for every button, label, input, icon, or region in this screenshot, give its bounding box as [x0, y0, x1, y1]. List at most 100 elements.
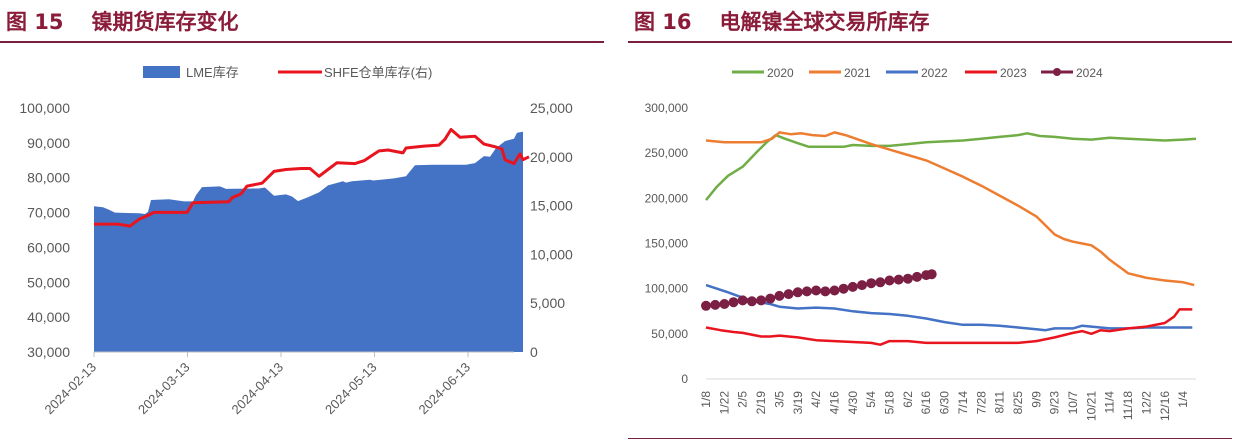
right-y-tick-label: 25,000	[530, 100, 573, 116]
legend-label-2021: 2021	[844, 66, 871, 80]
right-title-rule	[628, 41, 1232, 43]
x-tick-label: 11/18	[1121, 391, 1135, 420]
series-marker-2024	[820, 286, 831, 297]
x-tick-label: 3/19	[791, 391, 805, 415]
series-marker-2024	[728, 297, 739, 308]
legend-label-2022: 2022	[921, 66, 948, 80]
right-panel-title: 图 16 电解镍全球交易所库存	[634, 4, 930, 40]
x-tick-label: 2/19	[754, 391, 768, 415]
legend-label-shfe: SHFE仓单库存(右)	[324, 65, 432, 80]
left-x-tick-label: 2024-02-13	[41, 360, 99, 418]
series-marker-2024	[765, 293, 776, 304]
x-tick-label: 5/18	[883, 391, 897, 415]
series-marker-2024	[866, 278, 877, 289]
x-tick-label: 1/4	[1176, 391, 1190, 408]
left-figure-number: 图 15	[6, 10, 64, 34]
x-tick-label: 2/5	[736, 391, 750, 408]
series-marker-2024	[926, 269, 937, 280]
lme-inventory-area	[94, 131, 523, 352]
right-figure-number: 图 16	[634, 10, 692, 34]
y-tick-label: 300,000	[645, 101, 689, 115]
global-exchange-nickel-inventory-chart: 0 50,000 100,000 150,000 200,000 250,000 300,0…	[645, 66, 1197, 421]
series-marker-2024	[893, 274, 904, 285]
x-tick-label: 9/9	[1029, 391, 1043, 408]
left-y-tick-label: 50,000	[27, 274, 70, 290]
left-y-tick-label: 70,000	[27, 205, 70, 221]
x-tick-label: 10/21	[1084, 391, 1098, 421]
x-tick-label: 9/23	[1048, 391, 1062, 415]
left-x-tick-label: 2024-05-13	[322, 360, 380, 418]
x-tick-label: 1/8	[699, 391, 713, 408]
right-y-tick-label: 20,000	[530, 149, 573, 165]
x-tick-label: 6/30	[938, 391, 952, 415]
x-tick-label: 7/28	[974, 391, 988, 415]
right-y-tick-label: 10,000	[530, 246, 573, 262]
series-marker-2024	[811, 285, 822, 296]
legend-label-2023: 2023	[1000, 66, 1027, 80]
y-tick-label: 250,000	[645, 146, 689, 160]
left-x-tick-label: 2024-03-13	[135, 360, 193, 418]
x-tick-label: 12/2	[1139, 391, 1153, 415]
series-marker-2024	[847, 281, 858, 292]
x-tick-label: 1/22	[717, 391, 731, 415]
x-tick-label: 6/2	[901, 391, 915, 408]
y-tick-label: 50,000	[651, 327, 688, 341]
series-marker-2024	[912, 271, 922, 282]
series-line-2020	[705, 132, 1197, 201]
series-marker-2024	[829, 285, 840, 296]
left-title-text: 镍期货库存变化	[91, 10, 239, 34]
series-marker-2024	[902, 273, 913, 284]
x-tick-label: 4/2	[809, 391, 823, 408]
x-tick-label: 3/5	[772, 391, 786, 408]
series-marker-2024	[857, 280, 867, 291]
right-bottom-rule	[628, 438, 1232, 439]
left-panel-title: 图 15 镍期货库存变化	[6, 4, 239, 40]
series-marker-2024	[756, 295, 767, 306]
legend-swatch-lme	[143, 66, 180, 78]
series-marker-2024	[719, 299, 730, 309]
left-y-tick-label: 90,000	[27, 135, 70, 151]
x-tick-label: 8/11	[993, 391, 1007, 414]
series-marker-2024	[783, 289, 794, 300]
shfe-warrant-inventory-line	[94, 128, 530, 228]
x-tick-label: 11/4	[1103, 391, 1117, 414]
series-marker-2024	[710, 299, 721, 310]
y-tick-label: 100,000	[645, 282, 689, 296]
legend-label-lme: LME库存	[186, 65, 239, 80]
x-tick-label: 7/14	[956, 391, 970, 415]
series-line-2021	[705, 131, 1195, 287]
y-tick-label: 150,000	[645, 237, 689, 251]
nickel-futures-inventory-chart: 2024-02-13 2024-03-13 2024-04-13 2024-05-13…	[19, 65, 573, 418]
left-x-tick-label: 2024-04-13	[228, 360, 286, 418]
series-line-2022	[705, 283, 1193, 332]
left-y-tick-label: 40,000	[27, 309, 70, 325]
x-tick-label: 4/30	[846, 391, 860, 415]
x-tick-label: 10/7	[1066, 391, 1080, 415]
x-tick-label: 5/4	[864, 391, 878, 408]
y-tick-label: 200,000	[645, 191, 689, 205]
right-title-text: 电解镍全球交易所库存	[719, 10, 930, 34]
x-tick-label: 6/16	[919, 391, 933, 415]
x-tick-label: 8/25	[1011, 391, 1025, 415]
series-marker-2024	[774, 290, 785, 301]
legend-label-2024: 2024	[1076, 66, 1103, 80]
left-y-tick-label: 80,000	[27, 170, 70, 186]
series-marker-2024	[701, 300, 711, 311]
series-line-2023	[705, 308, 1193, 346]
series-marker-2024	[884, 275, 895, 286]
left-title-rule	[0, 41, 604, 43]
left-x-tick-label: 2024-06-13	[415, 360, 473, 418]
series-marker-2024	[838, 283, 849, 294]
right-y-tick-label: 0	[530, 344, 538, 360]
x-tick-label: 4/16	[827, 391, 841, 415]
legend-label-2020: 2020	[767, 66, 794, 80]
right-y-tick-label: 15,000	[530, 198, 573, 214]
series-marker-2024	[875, 277, 886, 288]
series-marker-2024	[792, 287, 803, 298]
series-marker-2024	[737, 295, 748, 306]
y-tick-label: 0	[681, 372, 688, 386]
left-y-tick-label: 60,000	[27, 239, 70, 255]
right-y-tick-label: 5,000	[530, 295, 565, 311]
series-marker-2024	[746, 296, 757, 307]
left-y-tick-label: 30,000	[27, 344, 70, 360]
